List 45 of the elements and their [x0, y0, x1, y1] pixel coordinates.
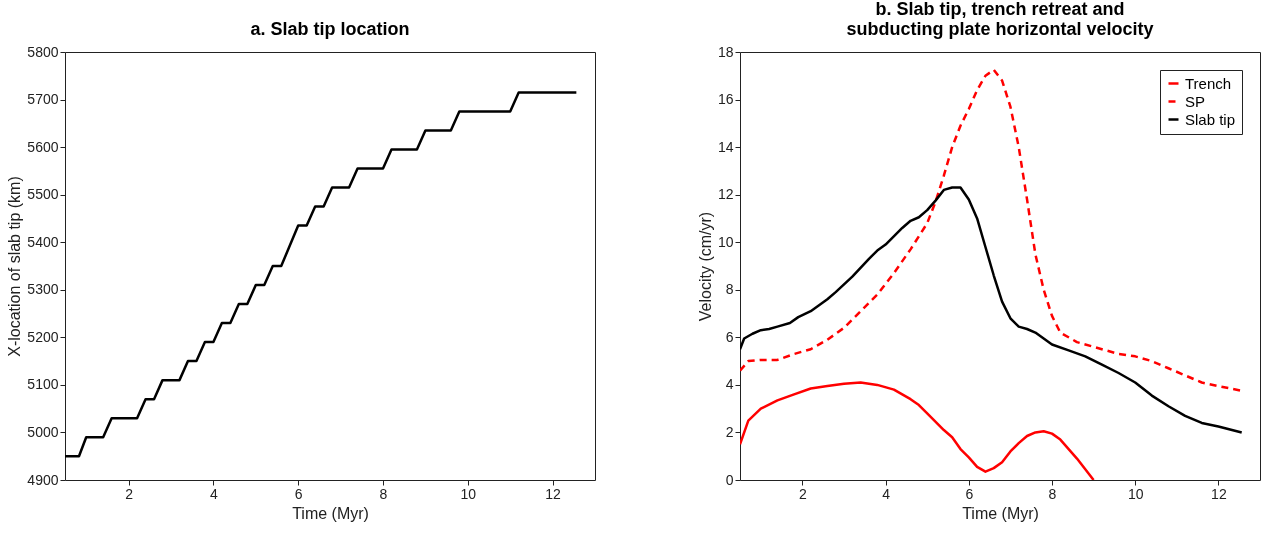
x-tick-label: 10 [460, 485, 477, 502]
line-series [740, 186, 1243, 434]
x-tick-label: 10 [1127, 485, 1144, 502]
y-tick-label: 12 [717, 186, 734, 203]
y-tick-label: 5100 [27, 376, 59, 393]
y-tick-label: 0 [725, 471, 734, 488]
legend-label: SP [1185, 92, 1206, 110]
x-tick-label: 12 [1211, 485, 1227, 502]
line-series [740, 381, 1095, 480]
y-tick-label: 6 [725, 328, 734, 345]
x-tick-label: 2 [799, 485, 807, 502]
line-series [740, 68, 1243, 393]
y-tick-label: 5400 [27, 233, 59, 250]
chart-title: a. Slab tip location [250, 19, 410, 39]
y-tick-label: 5600 [27, 138, 59, 155]
x-tick-label: 8 [1048, 485, 1057, 502]
y-tick-label: 5500 [27, 186, 59, 203]
x-tick-label: 2 [125, 485, 134, 502]
y-tick-label: 2 [725, 423, 734, 440]
y-tick-label: 10 [717, 233, 734, 250]
x-tick-label: 6 [965, 485, 974, 502]
x-tick-label: 4 [210, 485, 218, 502]
y-axis-title: X-location of slab tip (km) [6, 176, 24, 357]
y-tick-label: 4900 [27, 471, 59, 488]
y-tick-label: 8 [725, 281, 734, 298]
y-tick-label: 5200 [27, 328, 59, 345]
x-tick-label: 8 [379, 485, 388, 502]
y-tick-label: 14 [717, 138, 734, 155]
x-axis-title: Time (Myr) [292, 504, 369, 522]
y-tick-label: 18 [717, 43, 734, 60]
chart-title: b. Slab tip, trench retreat and subducting plate horizontal velocity [846, 0, 1154, 39]
x-axis-title: Time (Myr) [962, 504, 1039, 522]
y-tick-label: 16 [717, 91, 734, 108]
x-tick-label: 6 [294, 485, 303, 502]
y-tick-label: 5800 [27, 43, 59, 60]
y-axis-title: Velocity (cm/yr) [696, 211, 714, 322]
line-series [65, 91, 578, 458]
y-tick-label: 4 [725, 376, 734, 393]
x-tick-label: 12 [545, 485, 562, 502]
x-tick-label: 4 [882, 485, 891, 502]
legend-label: Slab tip [1185, 110, 1236, 128]
y-tick-label: 5700 [27, 91, 59, 108]
y-tick-label: 5300 [27, 281, 59, 298]
y-tick-label: 5000 [27, 423, 59, 440]
legend-label: Trench [1185, 74, 1232, 92]
